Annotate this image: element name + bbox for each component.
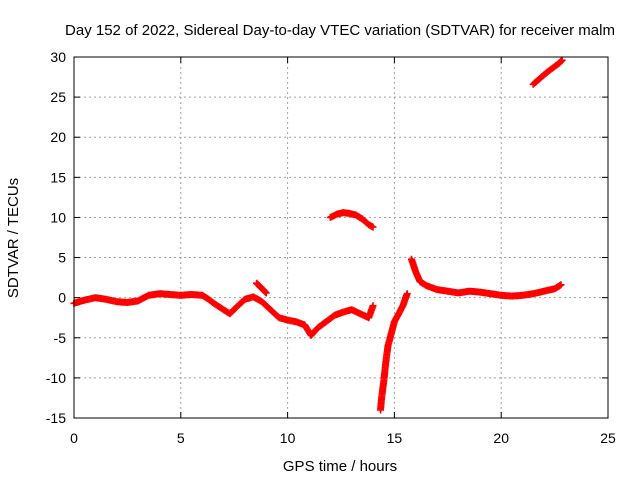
x-tick-label: 10 [280,430,296,446]
x-tick-label: 0 [70,430,78,446]
y-axis-label: SDTVAR / TECUs [5,178,22,298]
data-point [369,302,377,310]
series-group [377,290,411,414]
data-point [262,289,270,297]
x-axis-label: GPS time / hours [283,458,397,475]
series-group [408,255,565,300]
data-point [557,281,565,289]
y-tick-label: -15 [46,410,66,426]
y-tick-label: 30 [50,49,66,65]
series-group [70,290,377,339]
data-marks [70,56,566,414]
series-group [529,56,566,88]
y-tick-label: 0 [58,290,66,306]
y-tick-label: 20 [50,129,66,145]
y-tick-label: 10 [50,209,66,225]
series-group [326,209,377,231]
y-tick-label: -5 [54,330,67,346]
x-tick-label: 20 [493,430,509,446]
axis-ticks: 0 5 10 15 20 25 -15 -10 -5 0 5 10 15 20 25 30 [46,49,616,446]
chart-title: Day 152 of 2022, Sidereal Day-to-day VTE… [65,22,615,39]
y-tick-label: -10 [46,370,66,386]
data-point [558,56,566,64]
y-tick-label: 5 [58,250,66,266]
data-point [403,290,411,298]
grid [74,57,608,418]
y-tick-label: 25 [50,89,66,105]
data-point [369,223,377,231]
series-group [253,279,270,297]
x-tick-label: 5 [177,430,185,446]
x-tick-label: 25 [600,430,616,446]
x-tick-label: 15 [387,430,403,446]
plot-frame [73,56,609,419]
y-tick-label: 15 [50,169,66,185]
